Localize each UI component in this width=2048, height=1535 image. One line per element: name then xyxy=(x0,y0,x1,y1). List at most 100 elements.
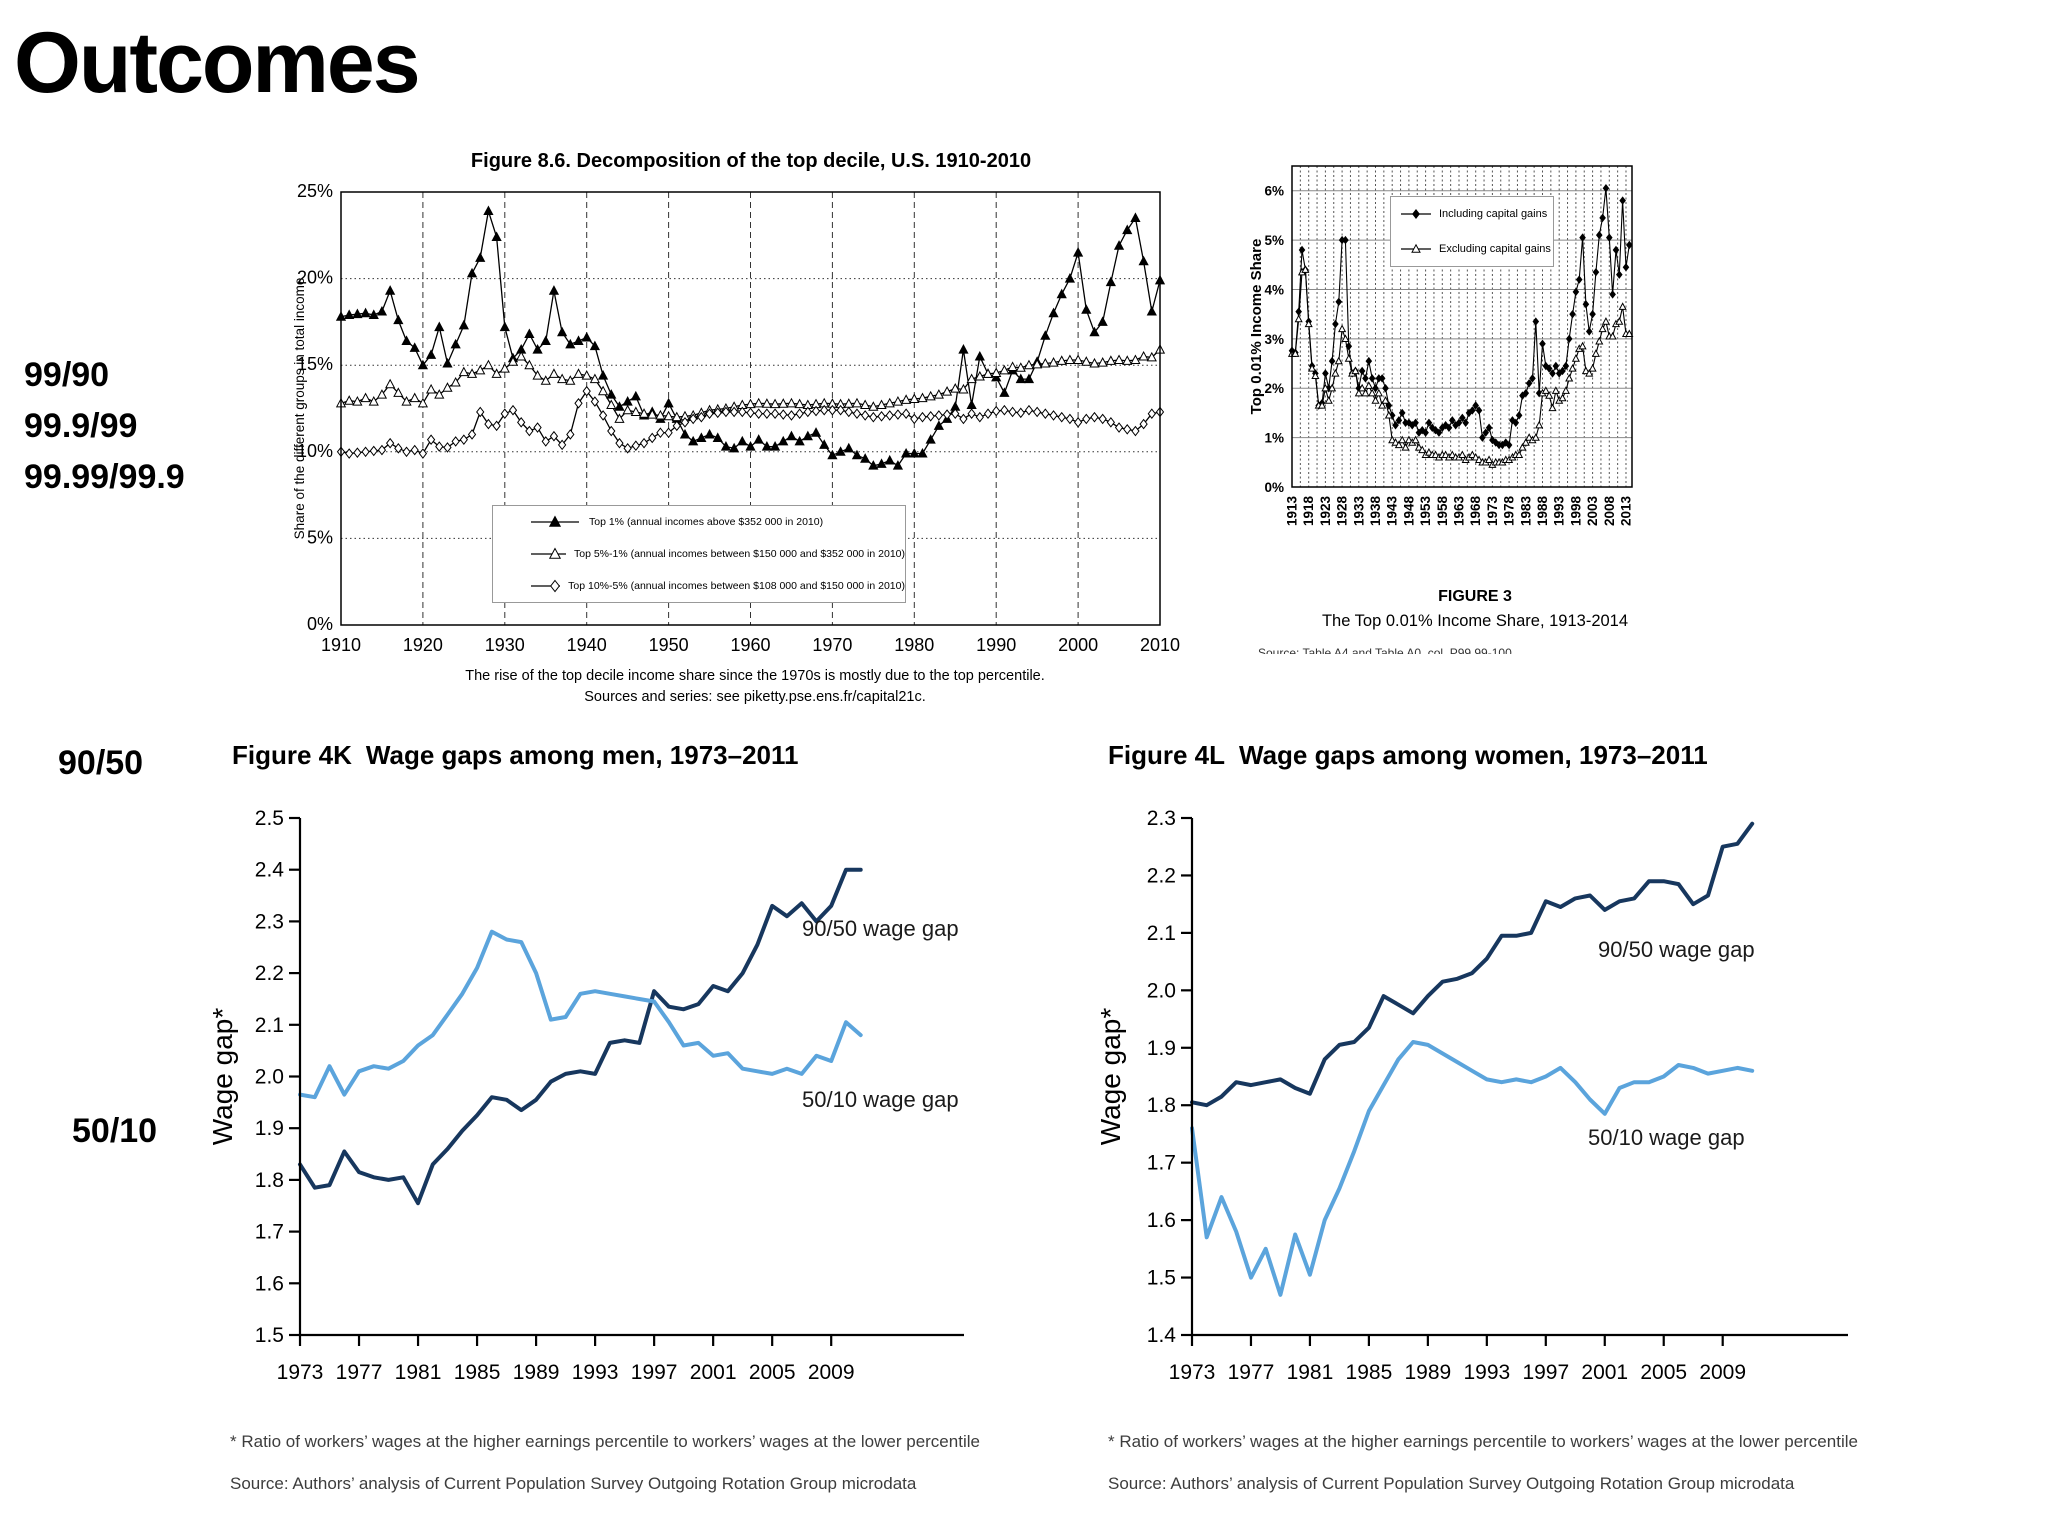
figure3-legend: Including capital gains Excluding capita… xyxy=(1390,196,1554,267)
svg-text:2.3: 2.3 xyxy=(1147,807,1176,830)
svg-text:1968: 1968 xyxy=(1468,496,1483,527)
svg-text:2.3: 2.3 xyxy=(255,910,284,933)
svg-text:Top 0.01% Income Share: Top 0.01% Income Share xyxy=(1248,239,1265,415)
svg-text:5%: 5% xyxy=(307,527,333,547)
svg-text:1.4: 1.4 xyxy=(1147,1324,1177,1347)
slide-title: Outcomes xyxy=(14,15,421,111)
svg-text:2.1: 2.1 xyxy=(255,1014,284,1037)
svg-text:Share of the different groups: Share of the different groups in total i… xyxy=(292,278,307,540)
svg-text:2013: 2013 xyxy=(1618,496,1633,527)
svg-text:2001: 2001 xyxy=(690,1361,737,1384)
top1-filled-triangle-icon xyxy=(531,515,579,527)
legend-item-incl-gains: Including capital gains xyxy=(1391,208,1553,220)
svg-text:1913: 1913 xyxy=(1285,496,1300,527)
svg-text:1998: 1998 xyxy=(1568,496,1583,527)
top10-open-diamond-icon xyxy=(531,579,561,593)
svg-text:0%: 0% xyxy=(307,614,333,634)
legend-item-top5-1: Top 5%-1% (annual incomes between $150 0… xyxy=(493,547,905,561)
svg-text:2.2: 2.2 xyxy=(255,962,284,985)
legend-label-incl-gains: Including capital gains xyxy=(1439,208,1548,221)
svg-text:1.8: 1.8 xyxy=(255,1169,284,1192)
figure86-legend: Top 1% (annual incomes above $352 000 in… xyxy=(492,505,906,603)
ratio-labels-top: 99/90 99.9/99 99.99/99.9 xyxy=(24,350,185,503)
svg-text:2010: 2010 xyxy=(1140,635,1180,655)
figure4l-footnote-ratio: * Ratio of workers’ wages at the higher … xyxy=(1108,1432,1858,1451)
svg-text:1920: 1920 xyxy=(403,635,443,655)
svg-text:2005: 2005 xyxy=(1640,1361,1687,1384)
svg-text:1990: 1990 xyxy=(976,635,1016,655)
legend-label-top1: Top 1% (annual incomes above $352 000 in… xyxy=(589,516,824,528)
svg-text:Wage gap*: Wage gap* xyxy=(1095,1008,1126,1146)
svg-text:2008: 2008 xyxy=(1602,496,1617,527)
svg-text:2000: 2000 xyxy=(1058,635,1098,655)
svg-text:1977: 1977 xyxy=(1228,1361,1275,1384)
open-triangle-icon xyxy=(1401,243,1431,253)
figure4l-label: Figure 4L xyxy=(1108,740,1226,770)
svg-text:1973: 1973 xyxy=(1485,496,1500,527)
svg-text:2.4: 2.4 xyxy=(255,859,285,882)
svg-text:Wage gap*: Wage gap* xyxy=(207,1008,238,1146)
svg-text:1958: 1958 xyxy=(1435,496,1450,527)
svg-text:2003: 2003 xyxy=(1585,496,1600,527)
svg-text:1.7: 1.7 xyxy=(1147,1152,1176,1175)
svg-text:1963: 1963 xyxy=(1451,496,1466,527)
ratio-label-99-9-99: 99.9/99 xyxy=(24,407,138,445)
svg-text:2.5: 2.5 xyxy=(255,807,284,830)
svg-text:2.2: 2.2 xyxy=(1147,864,1176,887)
figure4l-header: Figure 4L Wage gaps among women, 1973–20… xyxy=(1108,740,1708,771)
svg-text:1940: 1940 xyxy=(567,635,607,655)
svg-text:1.9: 1.9 xyxy=(1147,1037,1176,1060)
svg-text:1%: 1% xyxy=(1264,431,1284,446)
figure3-title: The Top 0.01% Income Share, 1913-2014 xyxy=(1321,612,1629,630)
svg-text:1.7: 1.7 xyxy=(255,1221,284,1244)
svg-text:2005: 2005 xyxy=(749,1361,796,1384)
svg-text:1989: 1989 xyxy=(1405,1361,1452,1384)
figure3-label: FIGURE 3 xyxy=(1438,588,1512,605)
svg-text:1983: 1983 xyxy=(1518,496,1533,527)
figure4k-footnote-ratio: * Ratio of workers’ wages at the higher … xyxy=(230,1432,980,1451)
svg-text:1980: 1980 xyxy=(894,635,934,655)
svg-text:10%: 10% xyxy=(297,441,333,461)
figure4k-annotation-90-50: 90/50 wage gap xyxy=(802,916,959,941)
svg-text:1988: 1988 xyxy=(1535,496,1550,527)
legend-item-excl-gains: Excluding capital gains xyxy=(1391,243,1553,255)
svg-text:6%: 6% xyxy=(1264,184,1284,199)
svg-text:1918: 1918 xyxy=(1301,496,1316,527)
svg-text:1928: 1928 xyxy=(1335,496,1350,527)
svg-text:1985: 1985 xyxy=(1346,1361,1393,1384)
svg-text:1933: 1933 xyxy=(1351,496,1366,527)
figure4k-title: Wage gaps among men, 1973–2011 xyxy=(365,740,799,770)
svg-text:20%: 20% xyxy=(297,268,333,288)
figure3-source-clipped: Source: Table A4 and Table A0, col. P99.… xyxy=(1258,646,1516,654)
figure4k-header: Figure 4K Wage gaps among men, 1973–2011 xyxy=(232,740,799,771)
svg-text:1973: 1973 xyxy=(1169,1361,1216,1384)
svg-text:1978: 1978 xyxy=(1502,496,1517,527)
svg-text:1977: 1977 xyxy=(336,1361,383,1384)
svg-text:1948: 1948 xyxy=(1401,496,1416,527)
figure86-caption-line2: Sources and series: see piketty.pse.ens.… xyxy=(584,689,926,705)
svg-text:1993: 1993 xyxy=(1463,1361,1510,1384)
ratio-label-99-99-99-9: 99.99/99.9 xyxy=(24,458,185,496)
svg-text:2009: 2009 xyxy=(1699,1361,1746,1384)
svg-text:15%: 15% xyxy=(297,354,333,374)
figure4l-annotation-90-50: 90/50 wage gap xyxy=(1598,937,1755,962)
svg-text:1923: 1923 xyxy=(1318,496,1333,527)
legend-label-top10-5: Top 10%-5% (annual incomes between $108 … xyxy=(568,580,905,592)
svg-text:1.5: 1.5 xyxy=(1147,1267,1176,1290)
svg-text:1.6: 1.6 xyxy=(255,1272,284,1295)
svg-text:1.9: 1.9 xyxy=(255,1117,284,1140)
svg-text:1.8: 1.8 xyxy=(1147,1094,1176,1117)
svg-text:2.0: 2.0 xyxy=(1147,979,1176,1002)
svg-text:1973: 1973 xyxy=(277,1361,324,1384)
svg-text:1981: 1981 xyxy=(395,1361,442,1384)
svg-text:3%: 3% xyxy=(1264,332,1284,347)
ratio-label-50-10: 50/10 xyxy=(72,1112,158,1150)
svg-text:25%: 25% xyxy=(297,181,333,201)
svg-text:0%: 0% xyxy=(1264,480,1284,495)
ratio-label-90-50: 90/50 xyxy=(58,744,144,782)
figure86-title: Figure 8.6. Decomposition of the top dec… xyxy=(470,150,1032,172)
svg-text:1953: 1953 xyxy=(1418,496,1433,527)
ratio-label-99-90: 99/90 xyxy=(24,356,110,394)
svg-text:1960: 1960 xyxy=(730,635,770,655)
